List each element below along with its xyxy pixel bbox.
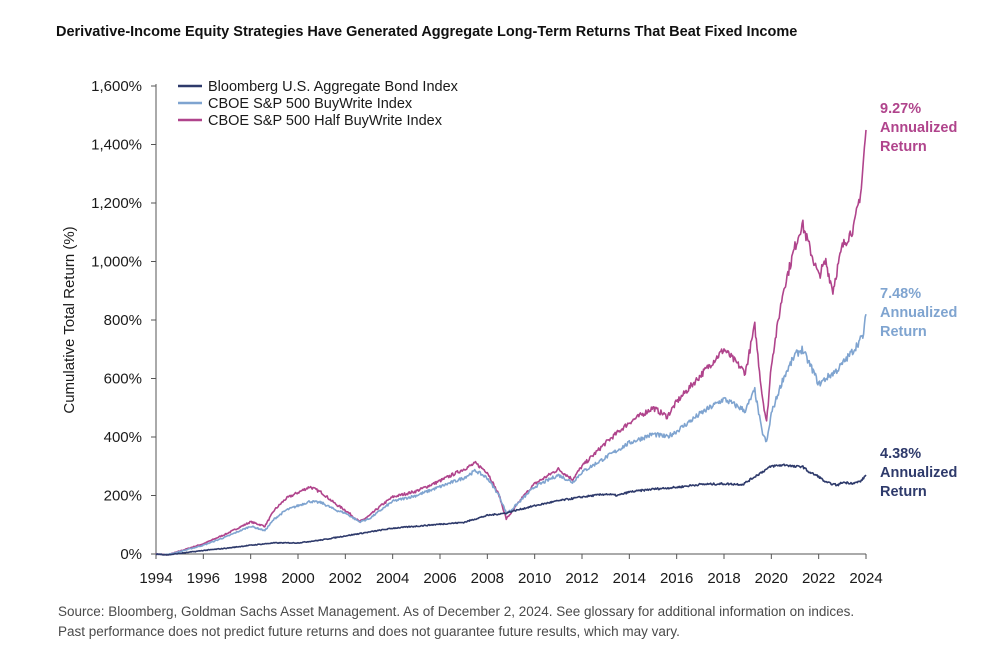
annotation-text: Return bbox=[880, 139, 927, 155]
y-axis-label: Cumulative Total Return (%) bbox=[61, 226, 78, 413]
series-line bbox=[155, 129, 867, 556]
annotation-text: 4.38% bbox=[880, 446, 921, 462]
legend-label: CBOE S&P 500 BuyWrite Index bbox=[208, 96, 413, 112]
annotation-text: Annualized bbox=[880, 305, 957, 321]
y-axis-label-group: Cumulative Total Return (%) bbox=[61, 226, 78, 413]
legend-label: Bloomberg U.S. Aggregate Bond Index bbox=[208, 79, 459, 95]
y-tick-label: 1,000% bbox=[91, 254, 142, 271]
annotation-text: Return bbox=[880, 324, 927, 340]
annotation-text: Annualized bbox=[880, 120, 957, 136]
annotation-text: Return bbox=[880, 484, 927, 500]
x-tick-label: 2012 bbox=[565, 570, 598, 587]
x-tick-label: 2020 bbox=[755, 570, 788, 587]
series-line bbox=[155, 313, 867, 556]
y-tick-label: 1,600% bbox=[91, 78, 142, 95]
x-tick-label: 2018 bbox=[707, 570, 740, 587]
line-chart: Cumulative Total Return (%) 0% 200% 400% 60… bbox=[61, 78, 957, 587]
x-tick-label: 2014 bbox=[613, 570, 646, 587]
y-tick-label: 1,400% bbox=[91, 137, 142, 154]
x-tick-label: 2022 bbox=[802, 570, 835, 587]
annotations: 9.27% Annualized Return 7.48% Annualized Retu… bbox=[880, 101, 957, 500]
x-tick-label: 2010 bbox=[518, 570, 551, 587]
x-tick-label: 2002 bbox=[329, 570, 362, 587]
y-ticks: 0% 200% 400% 600% 800% 1,000% 1,200% 1,400% 1,60… bbox=[91, 78, 156, 563]
x-ticks: 1994 1996 1998 2000 2002 2004 2006 2008 2010 2012… bbox=[139, 554, 883, 587]
legend: Bloomberg U.S. Aggregate Bond IndexCBOE … bbox=[178, 79, 459, 129]
x-tick-label: 2016 bbox=[660, 570, 693, 587]
x-tick-label: 1996 bbox=[187, 570, 220, 587]
x-tick-label: 1998 bbox=[234, 570, 267, 587]
footer-line-2: Past performance does not predict future… bbox=[58, 624, 680, 639]
axes bbox=[155, 84, 866, 555]
x-tick-label: 1994 bbox=[139, 570, 172, 587]
y-tick-label: 600% bbox=[104, 371, 142, 388]
x-tick-label: 2006 bbox=[423, 570, 456, 587]
annotation-text: 7.48% bbox=[880, 286, 921, 302]
series-line bbox=[155, 463, 867, 556]
annotation-text: Annualized bbox=[880, 465, 957, 481]
x-tick-label: 2000 bbox=[281, 570, 314, 587]
annotation-text: 9.27% bbox=[880, 101, 921, 117]
chart-title: Derivative-Income Equity Strategies Have… bbox=[56, 24, 798, 40]
series-lines bbox=[155, 129, 867, 556]
x-tick-label: 2008 bbox=[471, 570, 504, 587]
y-tick-label: 1,200% bbox=[91, 195, 142, 212]
y-tick-label: 0% bbox=[120, 546, 142, 563]
x-tick-label: 2004 bbox=[376, 570, 409, 587]
legend-label: CBOE S&P 500 Half BuyWrite Index bbox=[208, 113, 443, 129]
footer-note: Source: Bloomberg, Goldman Sachs Asset M… bbox=[58, 602, 988, 642]
y-tick-label: 400% bbox=[104, 429, 142, 446]
footer-line-1: Source: Bloomberg, Goldman Sachs Asset M… bbox=[58, 604, 855, 619]
y-tick-label: 200% bbox=[104, 488, 142, 505]
y-tick-label: 800% bbox=[104, 312, 142, 329]
x-tick-label: 2024 bbox=[849, 570, 882, 587]
